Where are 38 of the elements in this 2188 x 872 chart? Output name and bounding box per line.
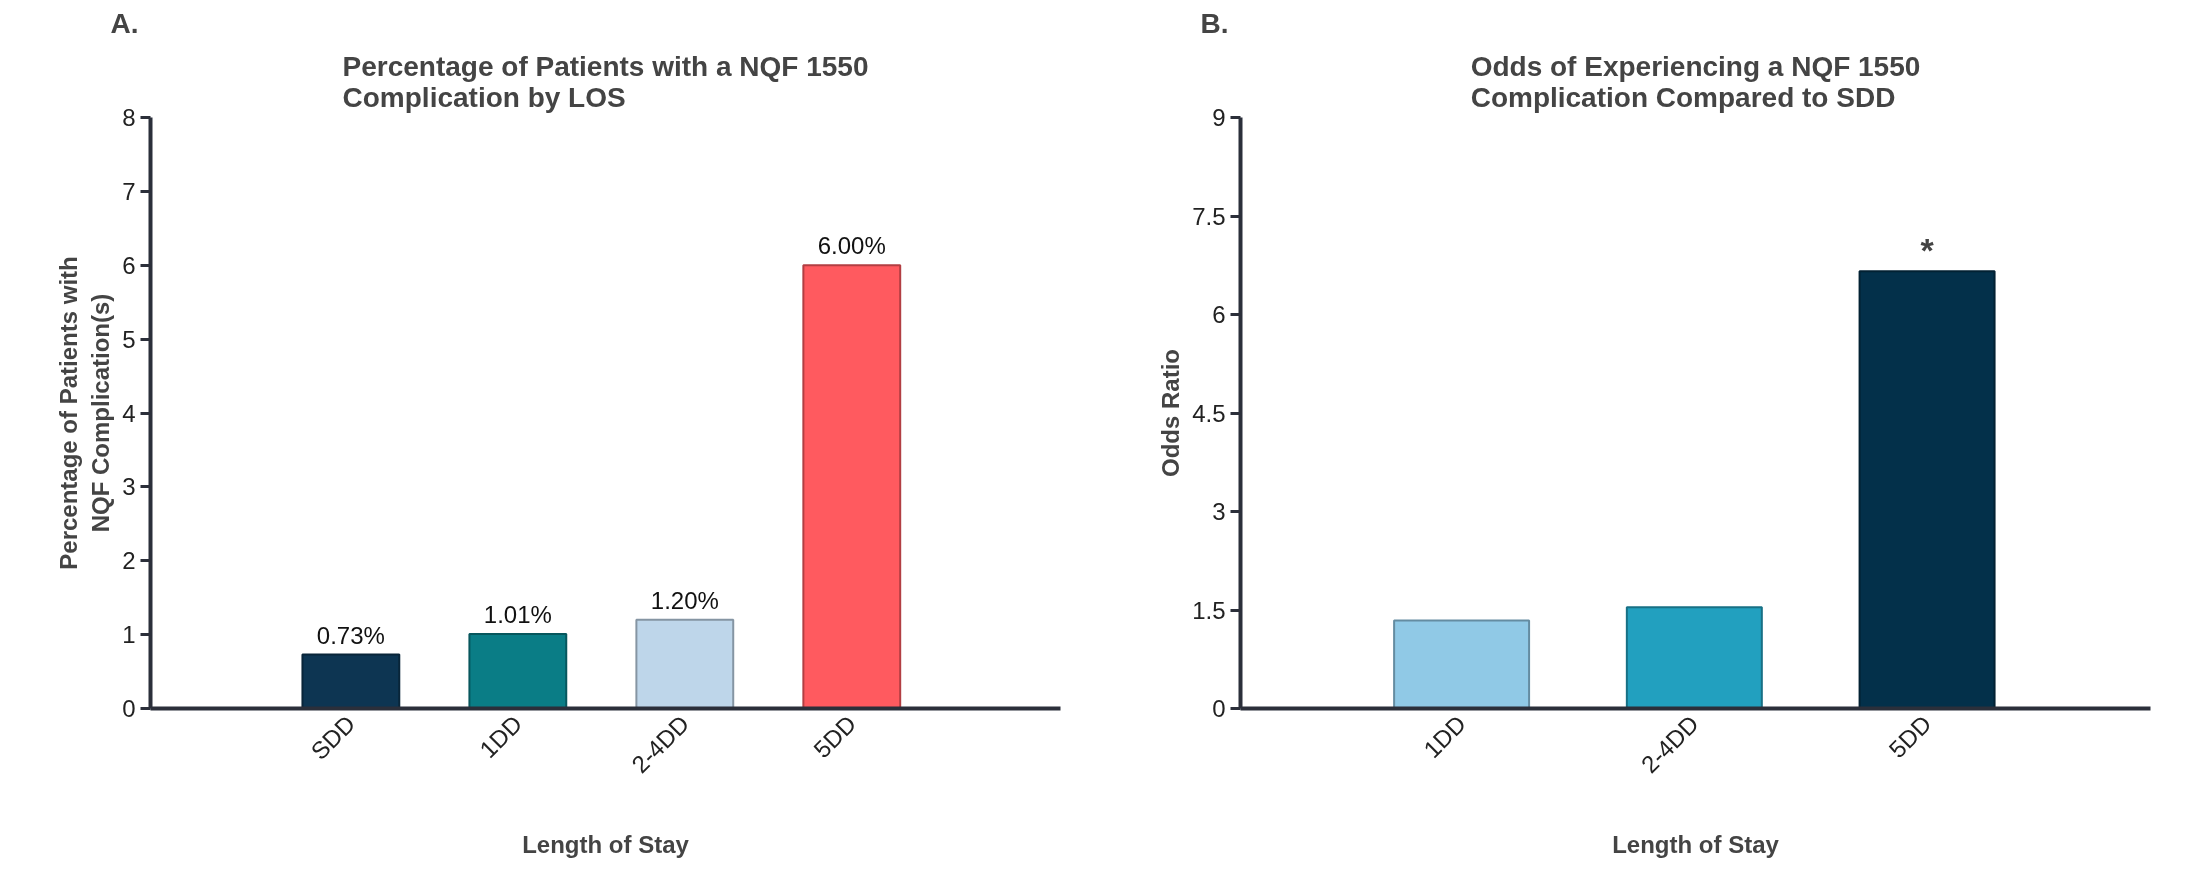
y-tick-label: 3 [122, 473, 136, 501]
y-tick-label: 3 [1212, 498, 1226, 525]
bar [1393, 619, 1531, 709]
y-axis-title: Percentage of Patients with NQF Complication(s) [54, 256, 115, 570]
y-tick-label: 7 [122, 177, 136, 205]
data-label: 1.01% [483, 600, 552, 628]
annotation: * [1920, 231, 1935, 270]
y-tick-label: 4.5 [1192, 399, 1226, 427]
chart-title: Percentage of Patients with a NQF 1550 Complication by LOS [342, 50, 869, 113]
y-tick-label: 0 [122, 695, 136, 722]
bar [1625, 606, 1763, 709]
x-tick-label: 5DD [1883, 709, 1937, 763]
data-label: 1.20% [650, 586, 719, 614]
y-tick-label: 8 [122, 104, 136, 131]
bar [1858, 270, 1996, 709]
data-label: 0.73% [316, 621, 385, 649]
x-tick-label: 5DD [808, 709, 862, 763]
y-tick-label: 5 [122, 325, 136, 353]
text: A. [110, 7, 139, 39]
x-axis-title: Length of Stay [522, 830, 690, 858]
bar [802, 264, 902, 709]
text: B. [1200, 7, 1229, 39]
y-tick-label: 6 [122, 251, 136, 279]
bar [301, 653, 401, 709]
data-label: 6.00% [817, 232, 886, 260]
y-tick-label: 1 [122, 621, 136, 649]
y-tick-label: 7.5 [1192, 202, 1226, 230]
y-tick-label: 6 [1212, 301, 1226, 328]
y-tick-label: 4 [122, 399, 136, 427]
y-tick-label: 0 [1212, 695, 1226, 722]
y-tick-label: 1.5 [1192, 596, 1226, 624]
x-axis-title: Length of Stay [1612, 830, 1780, 858]
y-tick-label: 2 [122, 547, 136, 575]
y-tick-label: 9 [1212, 104, 1226, 131]
y-axis-title: Odds Ratio [1157, 348, 1185, 477]
chart-title: Odds of Experiencing a NQF 1550 Complication Compared to SDD [1470, 50, 1921, 113]
bar [635, 618, 735, 709]
bar [468, 632, 568, 709]
